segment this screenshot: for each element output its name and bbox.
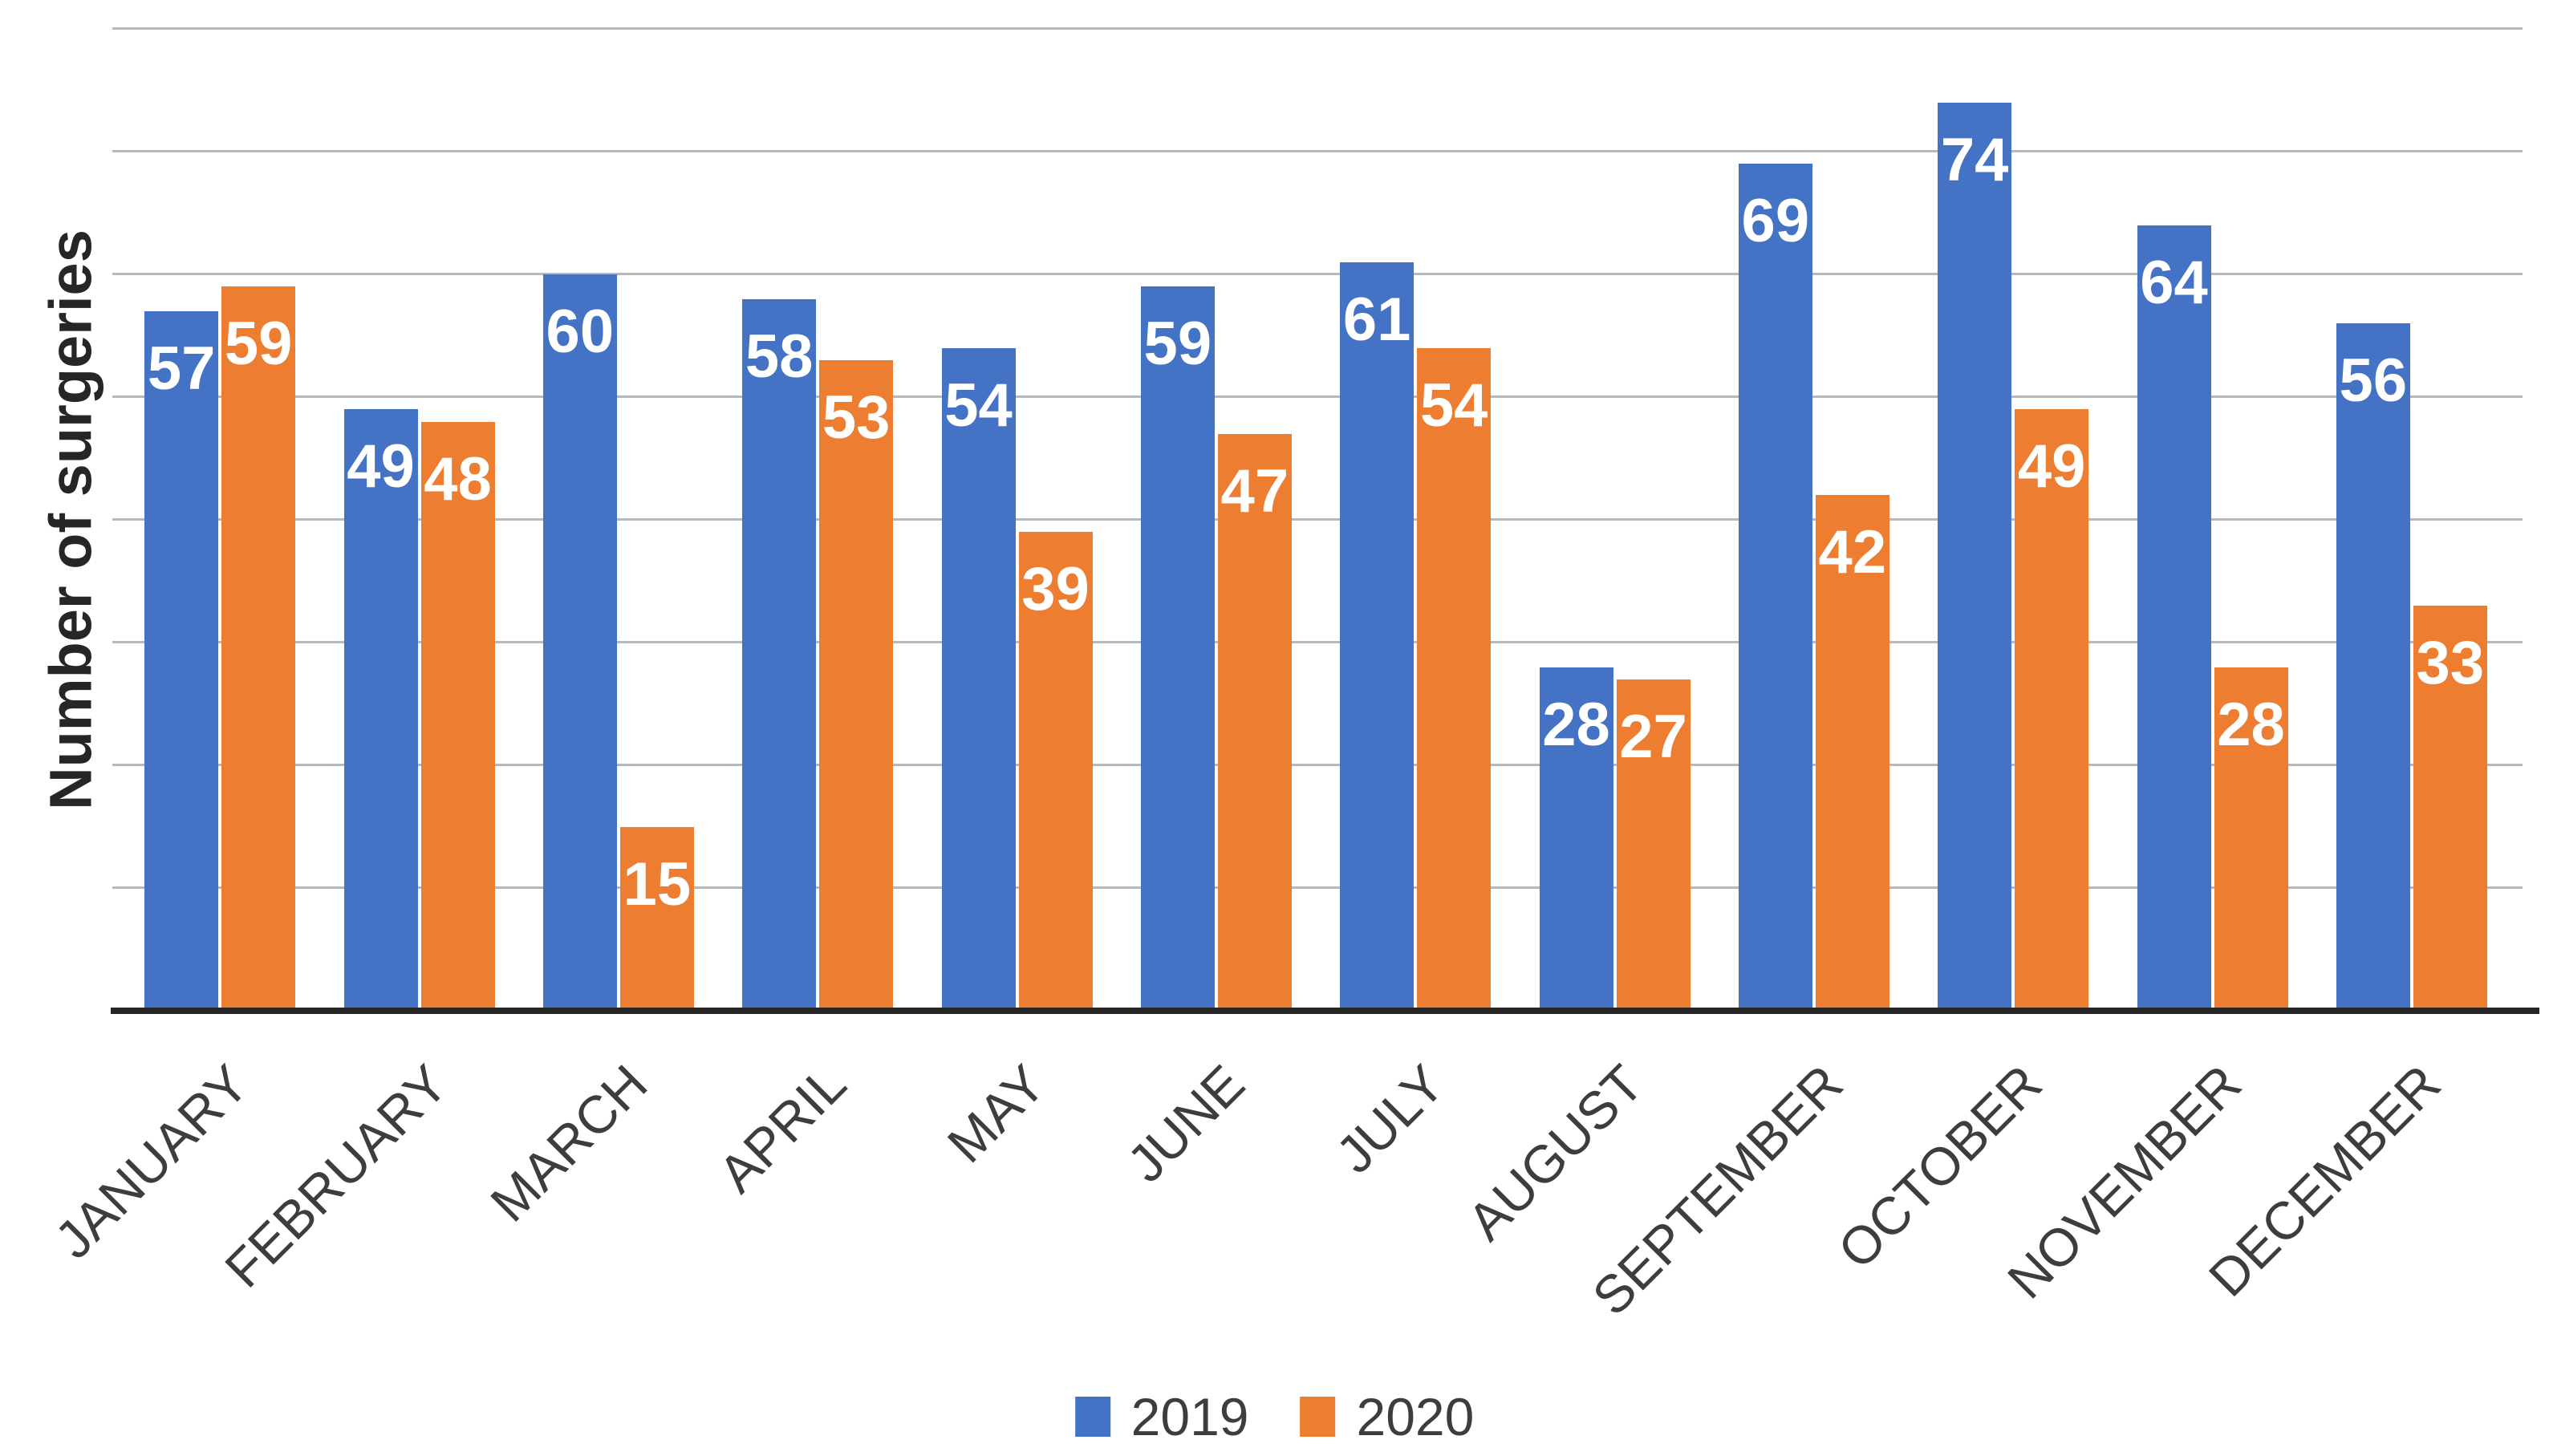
bar-value-label: 60: [546, 298, 615, 366]
bar-2019-april: 58: [742, 298, 817, 1011]
gridline-70: [112, 150, 2523, 152]
bar-value-label: 54: [1419, 371, 1488, 440]
y-axis-title: Number of surgeries: [37, 229, 104, 810]
x-label-text: MARCH: [478, 1053, 659, 1233]
x-label-text: JUNE: [1116, 1053, 1256, 1194]
bar-value-label: 39: [1021, 555, 1090, 624]
bar-2019-december: 56: [2336, 323, 2410, 1011]
bar-value-label: 28: [2217, 690, 2285, 759]
bar-2020-october: 49: [2015, 409, 2089, 1011]
x-label-text: MAY: [936, 1053, 1057, 1174]
bar-value-label: 47: [1220, 456, 1289, 525]
bar-value-label: 59: [1143, 310, 1212, 379]
legend-label-2019: 2019: [1130, 1387, 1249, 1446]
x-label-text: AUGUST: [1456, 1053, 1654, 1251]
bar-value-label: 48: [424, 444, 492, 513]
x-axis-line: [111, 1008, 2539, 1014]
bar-value-label: 27: [1619, 702, 1687, 771]
legend-label-2020: 2020: [1356, 1387, 1475, 1446]
bar-2019-june: 59: [1140, 286, 1215, 1011]
bar-2020-march: 15: [619, 826, 694, 1011]
x-label-text: JANUARY: [43, 1053, 260, 1270]
plot-area: 57 59 49 48 60 15 58 53 54 39 59 47 61 54 28 27 69 42 74 49…: [111, 27, 2539, 1014]
bar-2019-august: 28: [1539, 667, 1613, 1011]
gridline-50: [112, 395, 2523, 398]
bar-value-label: 69: [1741, 187, 1810, 256]
bar-2019-march: 60: [542, 274, 617, 1011]
legend-item-2020: 2020: [1300, 1387, 1475, 1446]
legend-swatch-2020: [1300, 1397, 1336, 1437]
bar-value-label: 61: [1342, 285, 1411, 354]
bar-value-label: 53: [822, 383, 891, 452]
bar-2020-january: 59: [221, 286, 296, 1011]
bar-2020-february: 48: [420, 421, 495, 1011]
legend: 2019 2020: [1074, 1387, 1475, 1446]
bar-2019-february: 49: [343, 409, 418, 1011]
x-label-text: OCTOBER: [1826, 1053, 2053, 1280]
bar-2019-july: 61: [1340, 262, 1415, 1011]
bar-value-label: 33: [2416, 629, 2485, 698]
bar-2019-may: 54: [941, 347, 1016, 1011]
gridline-10: [112, 886, 2523, 889]
legend-swatch-2019: [1074, 1397, 1110, 1437]
bar-value-label: 56: [2339, 347, 2408, 416]
bar-2019-october: 74: [1938, 102, 2012, 1011]
legend-item-2019: 2019: [1074, 1387, 1249, 1446]
bar-value-label: 54: [944, 371, 1013, 440]
bar-value-label: 57: [147, 334, 216, 403]
bar-2020-november: 28: [2214, 667, 2288, 1011]
bar-2020-april: 53: [819, 360, 894, 1011]
bar-value-label: 49: [347, 432, 415, 501]
bar-value-label: 58: [745, 322, 814, 391]
bar-value-label: 15: [623, 850, 692, 919]
bar-2020-september: 42: [1815, 495, 1889, 1011]
bar-value-label: 49: [2017, 432, 2086, 501]
bar-2019-november: 64: [2137, 225, 2211, 1011]
gridline-80: [112, 27, 2523, 30]
bar-2019-september: 69: [1738, 164, 1812, 1011]
bar-value-label: 28: [1542, 690, 1610, 759]
bar-value-label: 64: [2140, 248, 2208, 317]
bar-2020-december: 33: [2413, 606, 2487, 1011]
bar-2020-july: 54: [1417, 347, 1492, 1011]
gridline-40: [112, 518, 2523, 521]
gridline-30: [112, 641, 2523, 643]
bar-value-label: 42: [1818, 518, 1887, 587]
gridline-20: [112, 764, 2523, 766]
gridline-60: [112, 273, 2523, 275]
bar-2020-august: 27: [1616, 679, 1691, 1011]
bar-2020-may: 39: [1018, 532, 1093, 1011]
bar-value-label: 74: [1940, 125, 2009, 194]
x-label-text: APRIL: [707, 1053, 858, 1204]
x-label-text: JULY: [1324, 1053, 1455, 1185]
bar-value-label: 59: [224, 310, 293, 379]
bar-2019-january: 57: [144, 310, 219, 1011]
bar-2020-june: 47: [1217, 433, 1292, 1011]
